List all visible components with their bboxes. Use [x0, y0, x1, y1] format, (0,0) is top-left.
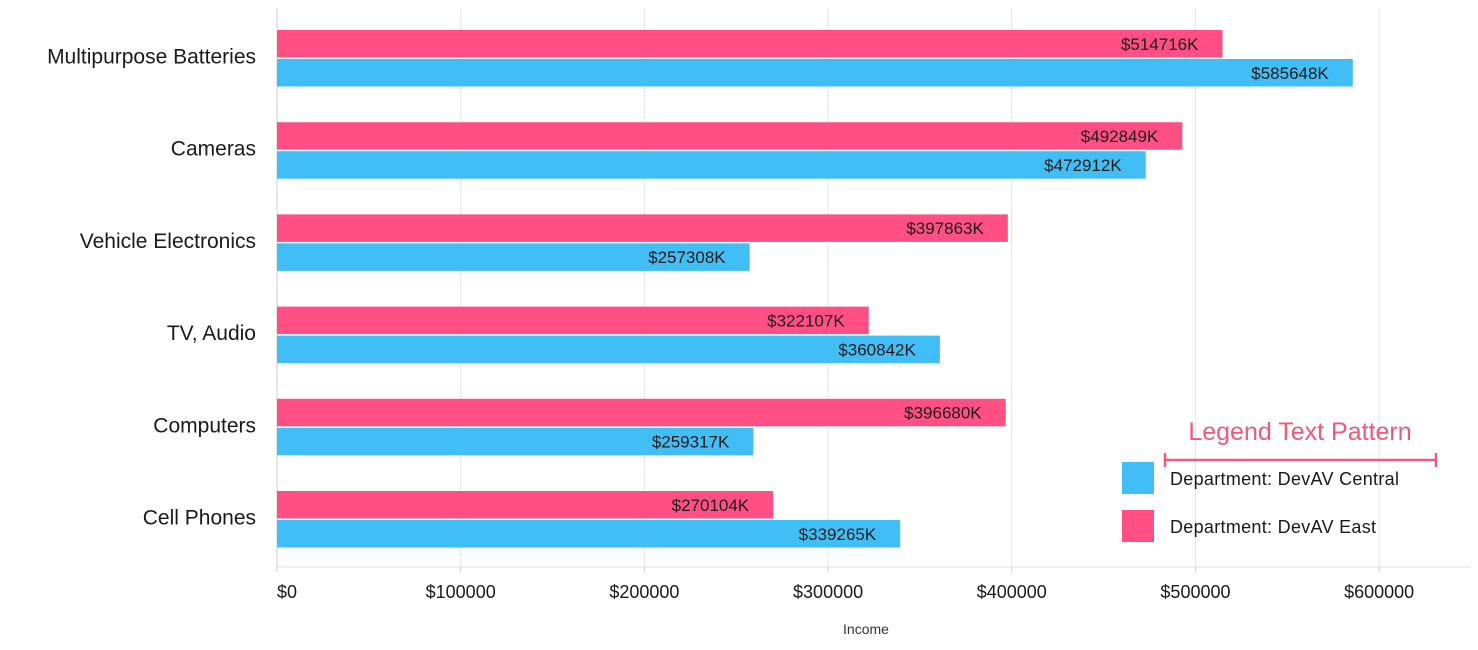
bar-devav-east[interactable] [277, 491, 774, 519]
x-tick-label: $600000 [1344, 582, 1414, 602]
category-label: TV, Audio [167, 322, 256, 345]
bar-value-label: $472912K [1044, 156, 1122, 175]
bar-value-label: $339265K [799, 525, 877, 544]
bar-value-label: $257308K [648, 248, 726, 267]
bar-value-label: $492849K [1081, 127, 1159, 146]
legend-swatch-east [1122, 510, 1154, 542]
legend-swatch-central [1122, 462, 1154, 494]
x-tick-label: $200000 [609, 582, 679, 602]
bar-value-label: $360842K [838, 340, 916, 359]
bar-value-label: $397863K [906, 219, 984, 238]
legend-title: Legend Text Pattern [1188, 418, 1411, 446]
gridlines [276, 8, 1471, 568]
x-tick-label: $300000 [793, 582, 863, 602]
bar-devav-central[interactable] [277, 335, 940, 364]
bar-value-label: $585648K [1251, 64, 1329, 83]
category-label: Cameras [171, 138, 256, 161]
category-label: Multipurpose Batteries [47, 46, 256, 69]
bar-devav-east[interactable] [277, 306, 869, 335]
legend-label-east: Department: DevAV East [1170, 517, 1376, 537]
bar-value-label: $259317K [652, 433, 730, 452]
bar-devav-central[interactable] [277, 520, 901, 548]
category-label: Cell Phones [143, 507, 256, 530]
legend: Legend Text Pattern Department: DevAV Ce… [1122, 418, 1438, 542]
bar-devav-central[interactable] [277, 59, 1353, 87]
bars: $514716K $585648K $492849K $472912K $397863K… [277, 30, 1353, 548]
x-tick-label: $100000 [426, 582, 496, 602]
legend-title-bracket [1163, 453, 1438, 467]
bar-devav-east[interactable] [277, 122, 1183, 150]
bar-devav-east[interactable] [277, 30, 1223, 58]
value-axis: Income $0 $100000 $200000 $300000 $400000 $50… [276, 567, 1414, 637]
bar-devav-east[interactable] [277, 214, 1008, 242]
bar-devav-central[interactable] [277, 427, 754, 456]
bar-value-label: $270104K [672, 496, 750, 515]
bar-value-label: $396680K [904, 404, 982, 423]
bar-value-label: $514716K [1121, 35, 1199, 54]
legend-item[interactable]: Department: DevAV Central [1122, 462, 1399, 494]
x-tick-label: $400000 [977, 582, 1047, 602]
bar-devav-central[interactable] [277, 243, 750, 271]
bar-value-label: $322107K [767, 311, 845, 330]
category-label: Computers [153, 414, 256, 437]
bar-devav-east[interactable] [277, 398, 1006, 427]
x-tick-label: $500000 [1160, 582, 1230, 602]
legend-item[interactable]: Department: DevAV East [1122, 510, 1376, 542]
category-label: Vehicle Electronics [80, 230, 256, 253]
x-tick-label: $0 [277, 582, 297, 602]
legend-label-central: Department: DevAV Central [1170, 469, 1399, 489]
x-axis-title: Income [843, 621, 889, 637]
category-axis: Multipurpose Batteries Cameras Vehicle Ele… [47, 46, 256, 530]
bar-devav-central[interactable] [277, 151, 1146, 179]
